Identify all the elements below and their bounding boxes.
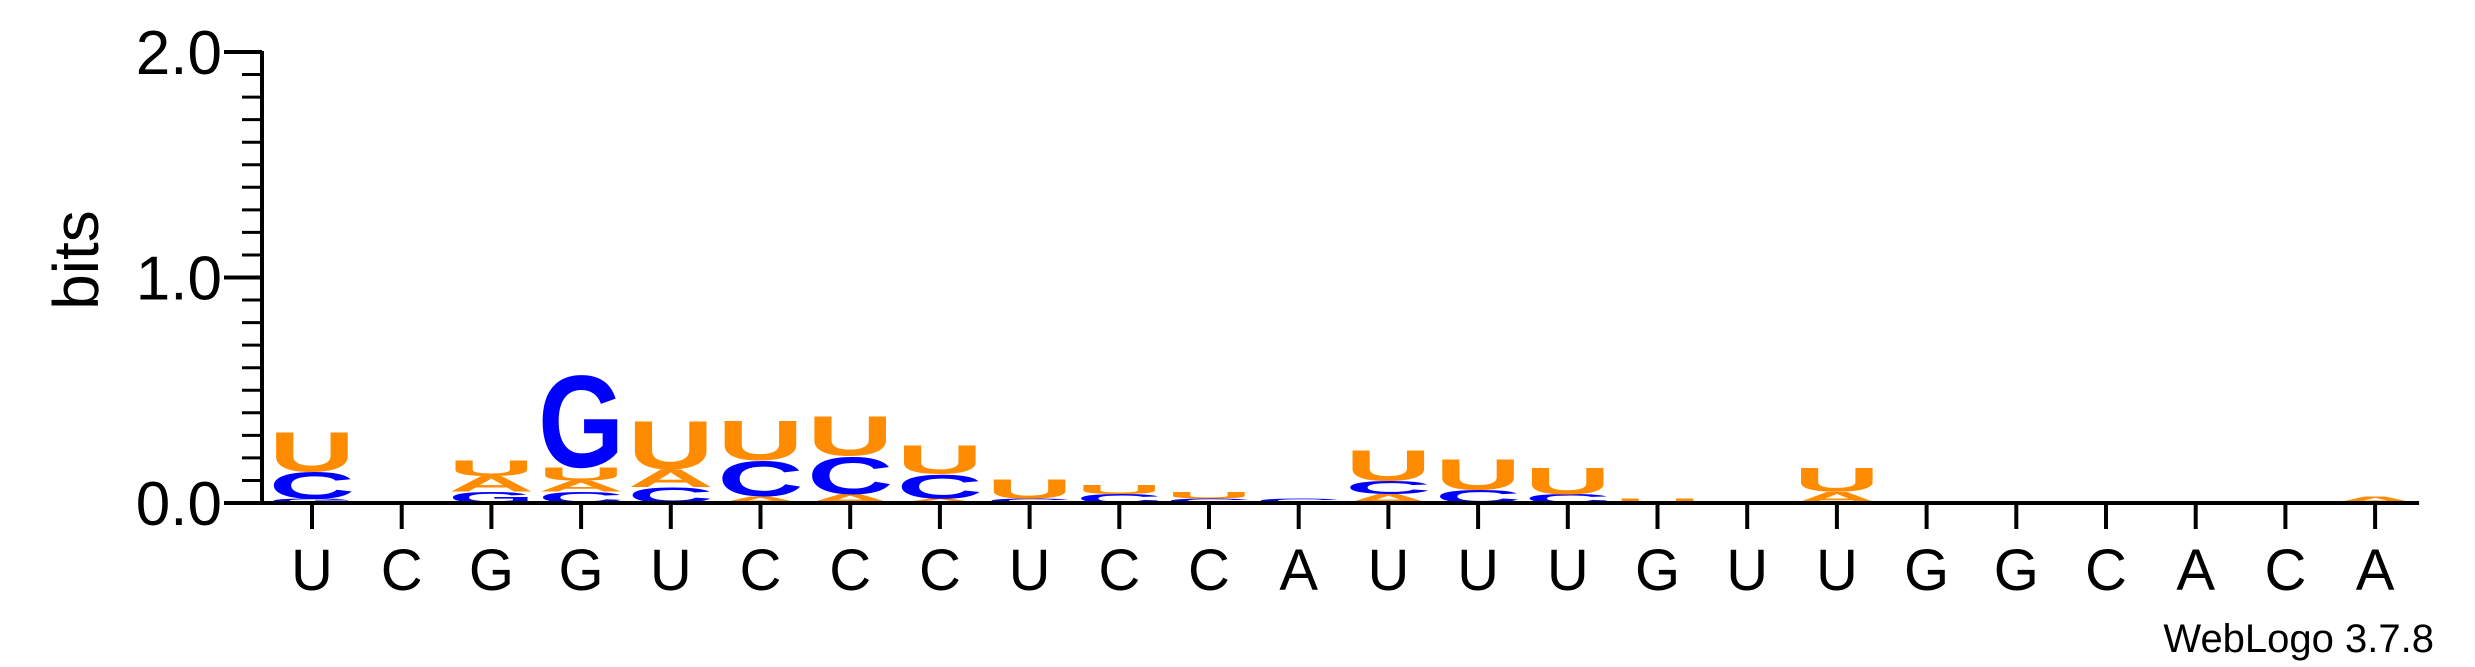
x-tick-label: G [1635,538,1680,603]
x-tick-label: U [291,538,333,603]
logo-letter: A [448,472,534,497]
weblogo-credit: WebLogo 3.7.8 [2163,617,2434,661]
logo-letter: C [897,467,983,506]
x-tick-label: U [1457,538,1499,603]
x-tick-label: U [1726,538,1768,603]
logo-letter: C [807,446,893,505]
x-tick-label: G [469,538,514,603]
logo-letter: G [269,497,355,504]
logo-letter: C [1256,497,1342,504]
logo-letter: U [718,409,804,472]
x-tick-label: A [2356,538,2395,603]
x-tick-label: U [1547,538,1589,603]
logo-letter: U [1794,461,1880,500]
logo-stacks: GCUGGAUCAUGCAUACUACUACUCUCUCUCACUCUCUUCA… [269,348,2418,508]
logo-letter: A [628,465,714,493]
logo-letter: U [1435,450,1521,499]
x-tick-label: C [2264,538,2306,603]
y-tick-label: 2.0 [136,19,222,88]
y-tick-label: 1.0 [136,245,222,314]
logo-letter: C [1345,477,1431,498]
x-tick-label: C [919,538,961,603]
logo-letter: U [897,437,983,483]
x-tick-label: G [1904,538,1949,603]
logo-letter: A [538,478,624,496]
x-tick-label: C [1188,538,1230,603]
x-tick-label: C [1098,538,1140,603]
x-tick-label: G [559,538,604,603]
x-tick-label: U [1816,538,1858,603]
logo-letter: U [1525,460,1611,502]
logo-letter: C [718,451,804,507]
x-tick-label: U [1009,538,1051,603]
logo-letter: U [807,405,893,468]
x-tick-label: G [1994,538,2039,603]
logo-letter: C [987,497,1073,504]
logo-letter: A [2332,495,2418,505]
logo-letter: C [1166,497,1252,504]
logo-letter: U [987,473,1073,504]
y-axis-label: bits [40,210,112,310]
logo-letter: U [448,456,534,481]
logo-letter: U [1076,483,1162,497]
x-tick-label: A [2176,538,2215,603]
logo-letter: U [1166,490,1252,500]
logo-letter: U [1615,497,1701,504]
logo-letter: A [897,497,983,504]
x-tick-label: C [829,538,871,603]
x-tick-label: U [650,538,692,603]
x-tick-label: U [1367,538,1409,603]
x-tick-label: C [381,538,423,603]
logo-letter: A [718,495,804,505]
logo-letter: U [269,421,355,484]
logo-letter: G [538,348,624,495]
logo-letter: U [1345,441,1431,490]
logo-letter: U [538,464,624,485]
x-tick-label: C [740,538,782,603]
logo-letter: C [269,464,355,506]
logo-letter: U [628,407,714,484]
y-tick-label: 0.0 [136,470,222,539]
axes: 0.01.02.0U C G G U C C C U C C A U U U G U U G G C A C A [136,19,2420,603]
x-tick-label: C [2085,538,2127,603]
x-tick-label: A [1279,538,1318,603]
